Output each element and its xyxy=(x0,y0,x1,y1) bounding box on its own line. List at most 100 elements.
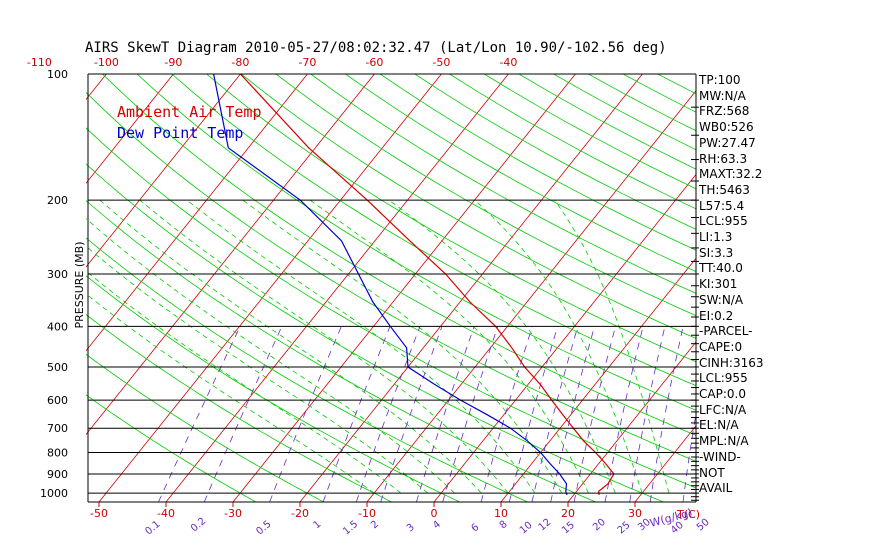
isotherm-line xyxy=(567,341,696,502)
moist-adiabat-line xyxy=(139,199,509,494)
sounding-index-item: RH:63.3 xyxy=(699,151,748,166)
pressure-tick-label: 500 xyxy=(47,361,68,374)
moist-adiabat-line xyxy=(99,199,482,494)
sounding-index-item: TT:40.0 xyxy=(699,261,743,276)
pressure-tick-label: 400 xyxy=(47,320,68,333)
mixing-ratio-tick-label: 6 xyxy=(469,522,481,535)
sounding-index-item: L57:5.4 xyxy=(699,198,745,213)
top-temp-tick-label: -70 xyxy=(298,56,316,69)
dry-adiabat-line xyxy=(483,74,696,190)
dry-adiabat-line xyxy=(86,353,324,502)
dry-adiabat-line xyxy=(86,91,696,462)
dry-adiabat-line xyxy=(86,200,596,502)
top-temp-tick-label: -40 xyxy=(499,56,517,69)
mixing-ratio-line xyxy=(604,326,644,502)
mixing-ratio-tick-label: 20 xyxy=(591,517,608,534)
mixing-ratio-line xyxy=(269,326,342,502)
sounding-index-item: MAXT:32.2 xyxy=(699,167,763,182)
sounding-index-item: TH:5463 xyxy=(699,182,750,197)
sounding-index-item: TP:100 xyxy=(699,73,741,87)
sounding-index-item: CAPE:0 xyxy=(699,339,743,354)
dry-adiabat-line xyxy=(136,74,696,411)
mixing-ratio-tick-label: 12 xyxy=(537,517,554,534)
isotherm-line xyxy=(232,74,576,502)
legend-entry-dewpoint: Dew Point Temp xyxy=(117,124,243,142)
dry-adiabat-line xyxy=(310,74,696,294)
dry-adiabat-line xyxy=(275,74,696,317)
dry-adiabat-line xyxy=(345,74,696,273)
top-temp-tick-label: -90 xyxy=(164,56,182,69)
sounding-index-item: LCL:955 xyxy=(699,371,748,386)
top-temp-tick-label: -60 xyxy=(365,56,383,69)
pressure-tick-label: 100 xyxy=(47,68,68,81)
mixing-ratio-tick-label: 15 xyxy=(560,520,577,537)
sounding-index-item: -PARCEL- xyxy=(699,324,753,339)
mixing-ratio-line xyxy=(508,326,558,502)
mixing-ratio-tick-label: 0.5 xyxy=(254,519,273,538)
isotherm-line xyxy=(0,74,39,502)
isotherm-line xyxy=(500,257,696,502)
isotherm-line xyxy=(634,425,696,502)
dry-adiabat-line xyxy=(449,74,696,210)
dry-adiabat-line xyxy=(86,275,460,502)
sounding-index-item: LCL:955 xyxy=(699,214,748,229)
y-axis-label: PRESSURE (MB) xyxy=(73,242,86,329)
dewpoint-profile-line xyxy=(213,74,568,496)
sounding-index-item: WB0:526 xyxy=(699,120,754,135)
sounding-index-item: LI:1.3 xyxy=(699,230,733,244)
chart-title: AIRS SkewT Diagram 2010-05-27/08:02:32.4… xyxy=(85,40,667,56)
dry-adiabat-line xyxy=(379,74,696,251)
mixing-ratio-line xyxy=(416,326,475,502)
dry-adiabat-line xyxy=(206,74,696,363)
isotherm-line xyxy=(86,74,241,268)
dry-adiabat-line xyxy=(102,74,696,436)
bottom-temp-tick-label: -40 xyxy=(157,507,175,520)
pressure-tick-label: 600 xyxy=(47,394,68,407)
mixing-ratio-line xyxy=(203,326,283,502)
sounding-index-item: CAP:0.0 xyxy=(699,387,746,401)
isotherm-line xyxy=(98,74,442,502)
dry-adiabat-line xyxy=(414,74,696,230)
bottom-temp-tick-label: 30 xyxy=(628,507,642,520)
top-temp-tick-label: -110 xyxy=(27,56,52,69)
dry-adiabat-line xyxy=(518,74,696,170)
mixing-ratio-tick-label: 8 xyxy=(498,519,510,532)
mixing-ratio-line xyxy=(380,326,443,502)
mixing-ratio-tick-label: 0.2 xyxy=(189,516,208,535)
isotherm-line xyxy=(86,74,375,436)
bottom-temp-tick-label: 0 xyxy=(431,507,438,520)
pressure-tick-label: 200 xyxy=(47,194,68,207)
moist-adiabat-line xyxy=(242,199,563,494)
dry-adiabat-line xyxy=(171,74,696,387)
mixing-ratio-tick-label: 4 xyxy=(431,519,443,532)
top-temp-tick-label: -80 xyxy=(231,56,249,69)
pressure-tick-label: 700 xyxy=(47,422,68,435)
sounding-index-item: AVAIL xyxy=(699,481,733,496)
mixing-ratio-line xyxy=(550,326,595,502)
legend-entry-temperature: Ambient Air Temp xyxy=(117,103,262,121)
mixing-ratio-line xyxy=(322,326,391,502)
isotherm-line xyxy=(86,74,308,352)
moist-adiabat-line xyxy=(309,199,589,494)
dry-adiabat-line xyxy=(657,74,696,95)
dry-adiabat-line xyxy=(86,127,696,489)
dry-adiabat-line xyxy=(241,74,696,339)
moist-adiabat-line xyxy=(86,293,375,494)
mixing-ratio-tick-label: 3 xyxy=(405,522,417,535)
isotherm-line xyxy=(165,74,509,502)
sounding-index-item: EL:N/A xyxy=(699,418,739,433)
top-temp-tick-label: -50 xyxy=(432,56,450,69)
temperature-profile-line xyxy=(239,74,615,495)
sounding-index-item: LFC:N/A xyxy=(699,402,747,417)
moist-adiabat-line xyxy=(554,199,670,494)
dry-adiabat-line xyxy=(86,163,664,502)
isotherm-line xyxy=(86,74,174,184)
sounding-index-item: SI:3.3 xyxy=(699,245,734,260)
sounding-index-item: MPL:N/A xyxy=(699,434,749,449)
sounding-index-item: NOT xyxy=(699,465,725,480)
mixing-ratio-tick-label: 10 xyxy=(518,520,535,537)
bottom-temp-tick-label: -10 xyxy=(358,507,376,520)
bottom-temp-tick-label: 10 xyxy=(494,507,508,520)
moist-adiabat-line xyxy=(186,199,536,494)
